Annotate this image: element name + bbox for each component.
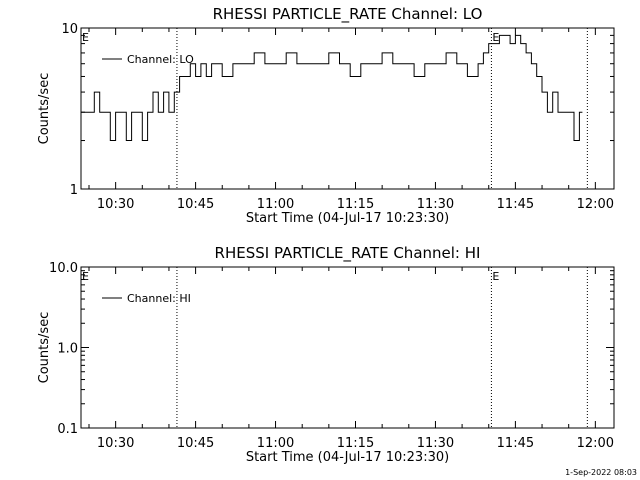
x-axis-label: Start Time (04-Jul-17 10:23:30) (246, 211, 449, 226)
x-tick-label: 10:30 (97, 197, 134, 212)
y-tick-label: 1.0 (57, 342, 78, 357)
x-tick-label: 12:00 (577, 197, 614, 212)
flag-annotation: E (492, 31, 499, 44)
flag-annotation: E (492, 270, 499, 283)
legend-label: Channel: HI (127, 292, 191, 305)
x-tick-label: 10:45 (177, 436, 214, 451)
chart-title: RHESSI PARTICLE_RATE Channel: HI (215, 244, 481, 263)
chart-title: RHESSI PARTICLE_RATE Channel: LO (213, 5, 483, 24)
x-tick-label: 11:00 (257, 197, 294, 212)
y-axis-label: Counts/sec (37, 312, 52, 384)
x-tick-label: 11:15 (337, 197, 374, 212)
y-tick-label: 0.1 (57, 422, 78, 437)
y-axis-label: Counts/sec (37, 73, 52, 145)
x-tick-label: 11:30 (417, 436, 454, 451)
y-tick-label: 10.0 (49, 261, 78, 276)
x-axis-label: Start Time (04-Jul-17 10:23:30) (246, 450, 449, 465)
flag-annotation: E (82, 31, 89, 44)
y-tick-label: 10 (61, 22, 78, 37)
x-tick-label: 11:45 (497, 197, 534, 212)
x-tick-label: 10:30 (97, 436, 134, 451)
legend-label: Channel: LO (127, 53, 194, 66)
timestamp-label: 1-Sep-2022 08:03 (565, 468, 637, 477)
x-tick-label: 12:00 (577, 436, 614, 451)
series-line (81, 34, 583, 141)
flag-annotation: E (82, 270, 89, 283)
y-tick-label: 1 (70, 183, 78, 198)
x-tick-label: 11:45 (497, 436, 534, 451)
x-tick-label: 11:00 (257, 436, 294, 451)
x-tick-label: 11:15 (337, 436, 374, 451)
plot-frame (80, 27, 615, 190)
x-tick-label: 11:30 (417, 197, 454, 212)
x-tick-label: 10:45 (177, 197, 214, 212)
